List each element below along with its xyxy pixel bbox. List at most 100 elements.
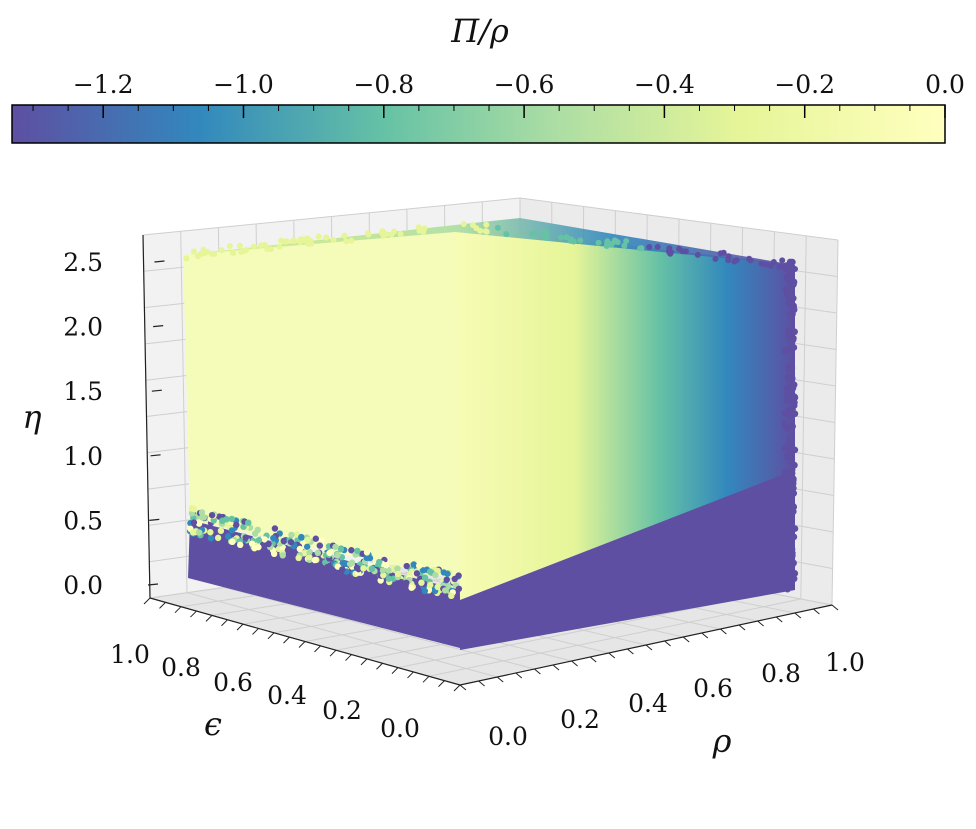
eta-tick-label: 1.0 — [63, 442, 103, 471]
scatter-point — [787, 310, 795, 318]
scatter-point — [790, 489, 798, 497]
scatter-point — [786, 545, 794, 552]
rho-tick — [794, 612, 802, 619]
scatter-point — [451, 575, 458, 583]
scatter-point — [363, 549, 371, 556]
scatter-point — [303, 543, 311, 550]
scatter-point — [443, 576, 450, 583]
scatter-point — [783, 385, 791, 392]
scatter-point — [418, 579, 425, 586]
scatter-point — [712, 255, 719, 262]
scatter-point — [413, 570, 421, 577]
scatter-point — [541, 233, 548, 240]
scatter-point — [420, 228, 427, 235]
scatter-point — [391, 228, 398, 235]
scatter-point — [306, 548, 313, 556]
scatter-point — [377, 577, 384, 584]
scatter-point — [250, 243, 257, 250]
scatter-point — [679, 248, 686, 255]
scatter-point — [291, 237, 298, 244]
epsilon-tick — [360, 658, 368, 666]
scatter-point — [694, 251, 701, 258]
scatter-point — [397, 578, 405, 586]
cloud-left-bottom — [188, 520, 460, 648]
scatter-point — [228, 527, 236, 534]
eta-major-tick — [153, 325, 164, 328]
colorbar-tick-label: −1.2 — [73, 70, 134, 99]
scatter-point — [229, 538, 236, 546]
eta-major-tick — [154, 260, 165, 263]
scatter-point — [608, 240, 615, 247]
scatter-point — [346, 560, 354, 568]
scatter-point — [200, 246, 207, 253]
rho-tick — [645, 644, 653, 651]
scatter-point — [348, 547, 355, 554]
scatter-point — [403, 579, 410, 587]
scatter-point — [343, 238, 350, 245]
scatter-point — [789, 336, 797, 344]
cloud-right-bottom — [460, 470, 795, 650]
scatter-point — [784, 442, 792, 450]
scatter-point — [763, 261, 770, 268]
rho-axis-label: ρ — [712, 722, 732, 760]
scatter-point — [364, 230, 371, 237]
colorbar-tick-label: −0.2 — [774, 70, 835, 99]
scatter-point — [434, 583, 441, 591]
scatter-points — [183, 221, 799, 600]
scatter-point — [251, 545, 258, 552]
scatter-point — [788, 535, 796, 543]
epsilon-tick-label: 0.8 — [161, 653, 201, 682]
scatter-point — [316, 542, 324, 549]
scatter-point — [791, 265, 798, 272]
scatter-point — [190, 519, 198, 526]
scatter-point — [298, 533, 305, 541]
scatter-point — [460, 221, 467, 228]
scatter-point — [791, 328, 798, 336]
scatter-point — [223, 516, 230, 523]
rho-tick-label: 0.8 — [761, 659, 801, 688]
scatter-point — [270, 534, 277, 542]
rho-tick — [515, 672, 523, 679]
epsilon-tick — [438, 680, 445, 688]
rho-tick — [701, 632, 709, 639]
eta-tick-labels: 0.0 0.5 1.0 1.5 2.0 2.5 — [63, 248, 103, 600]
scatter-point — [785, 375, 793, 383]
scatter-point — [360, 565, 367, 572]
scatter-point — [785, 292, 793, 300]
scatter-point — [279, 552, 286, 559]
scatter-point — [318, 537, 326, 544]
scatter-point — [440, 569, 448, 576]
colorbar-tick-label: −0.8 — [353, 70, 414, 99]
rho-tick — [813, 608, 820, 615]
scatter-point — [255, 537, 263, 544]
scatter-point — [441, 587, 449, 594]
scatter-point — [786, 449, 794, 456]
epsilon-tick — [391, 667, 399, 674]
scatter-point — [482, 228, 489, 235]
scatter-point — [233, 521, 240, 529]
scatter-point — [348, 237, 355, 244]
scatter-point — [563, 234, 570, 241]
point-cloud — [183, 218, 799, 650]
scatter-point — [791, 525, 799, 533]
scatter-point — [243, 246, 250, 253]
scatter-point — [332, 543, 339, 551]
scatter-point — [394, 565, 401, 572]
scatter-point — [654, 243, 661, 250]
rho-tick — [496, 676, 504, 683]
scatter-point — [307, 237, 314, 244]
scatter-point — [787, 477, 795, 485]
scatter-point — [228, 515, 236, 523]
scatter-point — [264, 245, 271, 252]
rho-tick — [608, 652, 616, 659]
scatter-point — [265, 540, 272, 548]
epsilon-tick — [174, 606, 182, 614]
scatter-point — [236, 242, 243, 249]
epsilon-tick-label: 0.4 — [267, 681, 307, 710]
scatter-point — [786, 558, 793, 566]
scatter-point — [376, 558, 383, 566]
scatter-point — [297, 236, 304, 243]
colorbar-tick-labels: −1.2 −1.0 −0.8 −0.6 −0.4 −0.2 0.0 — [73, 70, 965, 99]
